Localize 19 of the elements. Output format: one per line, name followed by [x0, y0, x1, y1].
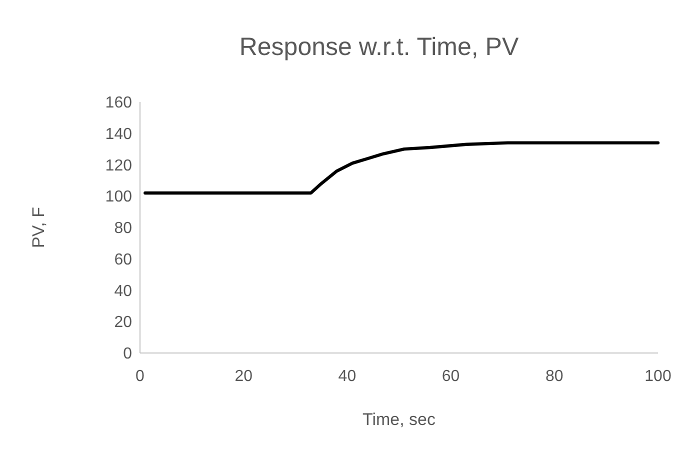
- x-tick-label: 100: [644, 368, 672, 385]
- y-axis-title: PV, F: [29, 207, 48, 248]
- x-tick-label: 80: [546, 368, 564, 385]
- x-axis-title: Time, sec: [362, 410, 436, 429]
- y-tick-label: 140: [105, 126, 132, 143]
- y-tick-label: 160: [105, 94, 132, 112]
- y-tick-label: 100: [105, 188, 132, 206]
- y-tick-label: 60: [114, 251, 132, 268]
- line-series: [144, 141, 660, 195]
- y-tick-label: 40: [114, 282, 132, 300]
- chart-title: Response w.r.t. Time, PV: [239, 33, 519, 61]
- y-tick-label: 0: [123, 346, 132, 363]
- y-tick-label: 120: [105, 157, 132, 174]
- x-tick-label: 20: [234, 368, 253, 385]
- y-tick-label: 20: [114, 314, 132, 332]
- x-tick-label: 40: [338, 368, 356, 385]
- y-tick-label: 80: [114, 220, 132, 238]
- x-tick-label: 60: [442, 368, 460, 385]
- x-tick-label: 0: [136, 368, 145, 385]
